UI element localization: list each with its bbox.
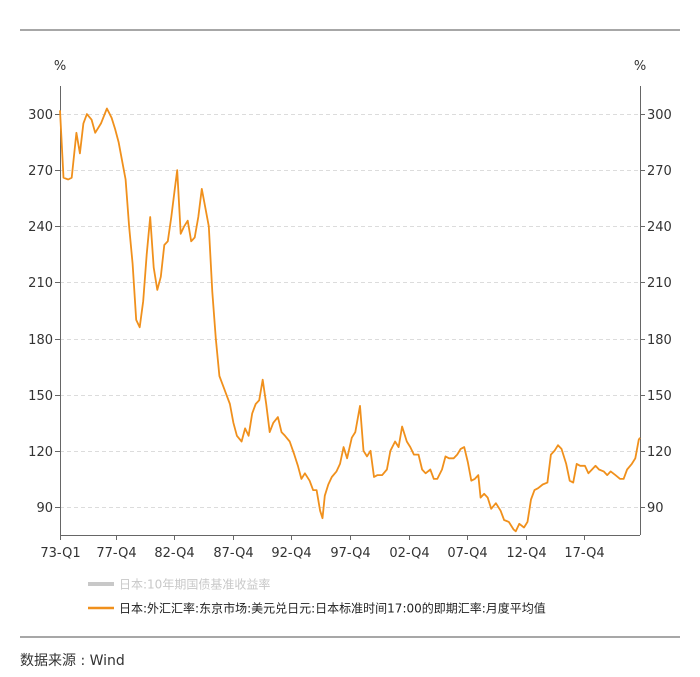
y-tick-label-left: 240 bbox=[28, 220, 53, 235]
y-tick-label-left: 210 bbox=[28, 276, 53, 291]
data-source: 数据来源 : Wind bbox=[20, 653, 125, 669]
y-tick-label-left: 120 bbox=[28, 445, 53, 460]
y-tick-label-left: 270 bbox=[28, 164, 53, 179]
y-tick-label-right: 240 bbox=[647, 220, 672, 235]
x-tick-label: 82-Q4 bbox=[154, 546, 194, 561]
right-unit-label: % bbox=[634, 59, 646, 74]
chart: % % 90 90 120 120 150 150 180 180 210 210 240 240 27… bbox=[20, 29, 680, 638]
axes bbox=[60, 86, 641, 536]
x-tick-label: 73-Q1 bbox=[40, 546, 80, 561]
left-unit-label: % bbox=[54, 59, 66, 74]
y-tick-label-left: 150 bbox=[28, 389, 53, 404]
series-line-1 bbox=[59, 107, 641, 533]
legend: 日本:10年期国债基准收益率 日本:外汇汇率:东京市场:美元兑日元:日本标准时间… bbox=[88, 577, 546, 616]
x-tick-label: 12-Q4 bbox=[506, 546, 546, 561]
x-tick-label: 77-Q4 bbox=[96, 546, 136, 561]
y-tick-label-right: 90 bbox=[647, 501, 664, 516]
y-tick-label-right: 300 bbox=[647, 108, 672, 123]
y-tick-label-left: 180 bbox=[28, 333, 53, 348]
y-ticks: 90 90 120 120 150 150 180 180 210 210 240 240 270 270… bbox=[28, 108, 672, 516]
y-tick-label-right: 180 bbox=[647, 333, 672, 348]
x-tick-label: 87-Q4 bbox=[213, 546, 253, 561]
y-tick-label-right: 270 bbox=[647, 164, 672, 179]
y-tick-label-left: 300 bbox=[28, 108, 53, 123]
gridlines bbox=[60, 114, 640, 508]
x-tick-label: 07-Q4 bbox=[447, 546, 487, 561]
y-tick-label-right: 120 bbox=[647, 445, 672, 460]
x-tick-label: 97-Q4 bbox=[330, 546, 370, 561]
y-tick-label-right: 210 bbox=[647, 276, 672, 291]
legend-label-jgb: 日本:10年期国债基准收益率 bbox=[119, 577, 270, 592]
x-tick-label: 02-Q4 bbox=[389, 546, 429, 561]
y-tick-label-right: 150 bbox=[647, 389, 672, 404]
y-tick-label-left: 90 bbox=[36, 501, 53, 516]
series-lines bbox=[59, 107, 641, 533]
x-tick-label: 92-Q4 bbox=[271, 546, 311, 561]
x-tick-label: 17-Q4 bbox=[564, 546, 604, 561]
legend-label-usdjpy: 日本:外汇汇率:东京市场:美元兑日元:日本标准时间17:00的即期汇率:月度平均… bbox=[119, 601, 546, 616]
x-ticks: 73-Q1 77-Q4 82-Q4 87-Q4 92-Q4 97-Q4 02-Q4 07-Q4… bbox=[40, 535, 605, 561]
